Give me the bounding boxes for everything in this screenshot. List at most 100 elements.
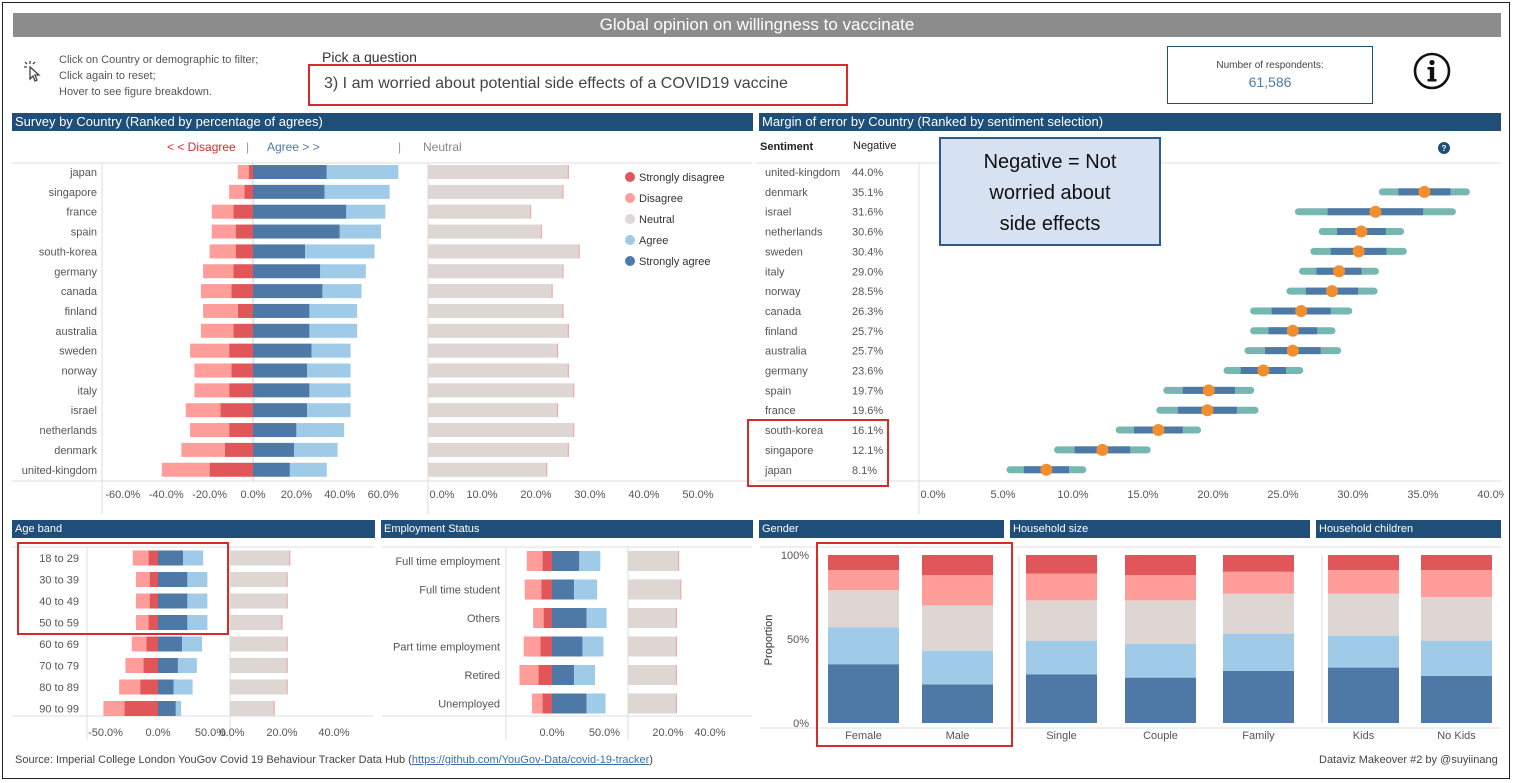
category-label: spain (71, 227, 97, 239)
bar-agree (182, 636, 203, 652)
bar-strongly-disagree (149, 593, 158, 609)
x-tick-label: 60.0% (368, 489, 399, 501)
stacked-segment (1125, 600, 1196, 645)
bar-strongly-agree (253, 462, 290, 477)
help-icon[interactable]: ? (1438, 142, 1450, 154)
bar-disagree (135, 615, 149, 630)
stacked-segment (922, 555, 993, 576)
bar-agree (187, 593, 208, 609)
bar-strongly-agree (552, 693, 587, 714)
bar-strongly-disagree (231, 284, 253, 299)
stacked-segment (922, 650, 993, 685)
category-label: israel (71, 405, 97, 417)
category-label: Family (1242, 730, 1275, 742)
bar-strongly-agree (253, 204, 347, 219)
neutral-tick-label: 40.0% (694, 727, 725, 739)
bar-neutral (230, 572, 288, 587)
bar-agree (175, 701, 182, 716)
country-label: norway (765, 286, 801, 298)
bar-disagree (131, 636, 147, 652)
category-label: netherlands (40, 425, 98, 437)
bar-neutral (428, 284, 553, 299)
bar-agree (582, 636, 604, 657)
category-label: 80 to 89 (39, 682, 79, 694)
estimate-dot (1202, 384, 1215, 397)
sentiment-label: Sentiment (760, 141, 814, 153)
estimate-dot (1418, 185, 1431, 198)
margin-header: Margin of error by Country (Ranked by se… (759, 113, 1501, 131)
estimate-dot (1286, 344, 1299, 357)
sentiment-annotation: Negative = Not worried about side effect… (939, 137, 1161, 246)
estimate-dot (1286, 324, 1299, 337)
bar-disagree (190, 423, 230, 438)
bar-strongly-disagree (146, 636, 158, 652)
country-label: denmark (765, 187, 808, 199)
category-label: Full time employment (395, 556, 500, 568)
x-tick-label: 40.0% (1477, 489, 1504, 501)
stacked-segment (1421, 597, 1492, 641)
bar-agree (309, 303, 358, 318)
x-tick-label: 10.0% (1057, 489, 1088, 501)
neutral-tick-label: 0.0% (219, 727, 244, 739)
bar-neutral (628, 608, 677, 628)
y-tick-label: 100% (781, 550, 809, 562)
source-link[interactable]: https://github.com/YouGov-Data/covid-19-… (411, 754, 650, 766)
stacked-segment (922, 575, 993, 606)
x-tick-label: 0.0% (539, 727, 564, 739)
percent-label: 23.6% (852, 366, 883, 378)
legend-marker (625, 256, 635, 266)
bar-disagree (209, 244, 236, 259)
country-label: netherlands (765, 227, 823, 239)
legend-label: Strongly disagree (639, 172, 725, 184)
question-selector[interactable]: 3) I am worried about potential side eff… (308, 64, 848, 106)
sentiment-value[interactable]: Negative (853, 140, 896, 152)
bar-strongly-agree (253, 165, 327, 179)
country-label: japan (764, 465, 792, 477)
x-tick-label: 20.0% (281, 489, 312, 501)
estimate-dot (1201, 404, 1214, 417)
x-tick-label: 35.0% (1407, 489, 1438, 501)
bar-strongly-disagree (248, 165, 253, 179)
bar-strongly-agree (552, 636, 583, 657)
country-label: singapore (765, 445, 813, 457)
bar-strongly-disagree (148, 550, 158, 566)
legend-label: Strongly agree (639, 256, 711, 268)
category-label: sweden (59, 346, 97, 358)
bar-disagree (211, 204, 234, 219)
stacked-segment (1026, 640, 1097, 675)
stacked-segment (1125, 575, 1196, 601)
legend-marker (625, 193, 635, 203)
bar-agree (339, 224, 382, 239)
bar-neutral (230, 550, 290, 566)
hint-line: Hover to see figure breakdown. (59, 86, 212, 98)
bar-strongly-disagree (542, 551, 552, 571)
bar-disagree (203, 303, 238, 318)
category-label: germany (54, 266, 97, 278)
category-label: 30 to 39 (39, 575, 79, 587)
stacked-segment (922, 605, 993, 651)
source-suffix: ) (649, 754, 653, 766)
category-label: finland (65, 306, 97, 318)
bar-strongly-agree (253, 303, 310, 318)
category-label: Retired (465, 670, 500, 682)
respondents-value: 61,586 (1248, 74, 1292, 90)
bar-strongly-disagree (124, 701, 158, 716)
category-label: Unemployed (438, 699, 500, 711)
x-tick-label: 40.0% (324, 489, 355, 501)
bar-disagree (190, 343, 230, 358)
bar-strongly-agree (552, 608, 587, 628)
bar-neutral (230, 593, 288, 609)
bar-neutral (428, 383, 574, 398)
stacked-segment (922, 684, 993, 723)
bar-agree (187, 572, 208, 587)
bar-neutral (428, 303, 563, 318)
bar-neutral (230, 679, 288, 695)
bar-strongly-disagree (237, 303, 253, 318)
margin-chart: Sentiment Negative united-kingdom 44.0% de… (756, 140, 1504, 514)
x-tick-label: 5.0% (990, 489, 1015, 501)
info-icon[interactable] (1413, 52, 1451, 90)
category-label: 40 to 49 (39, 596, 79, 608)
y-axis-label: Proportion (763, 615, 775, 666)
bar-agree (579, 551, 601, 571)
bar-neutral (428, 224, 542, 239)
